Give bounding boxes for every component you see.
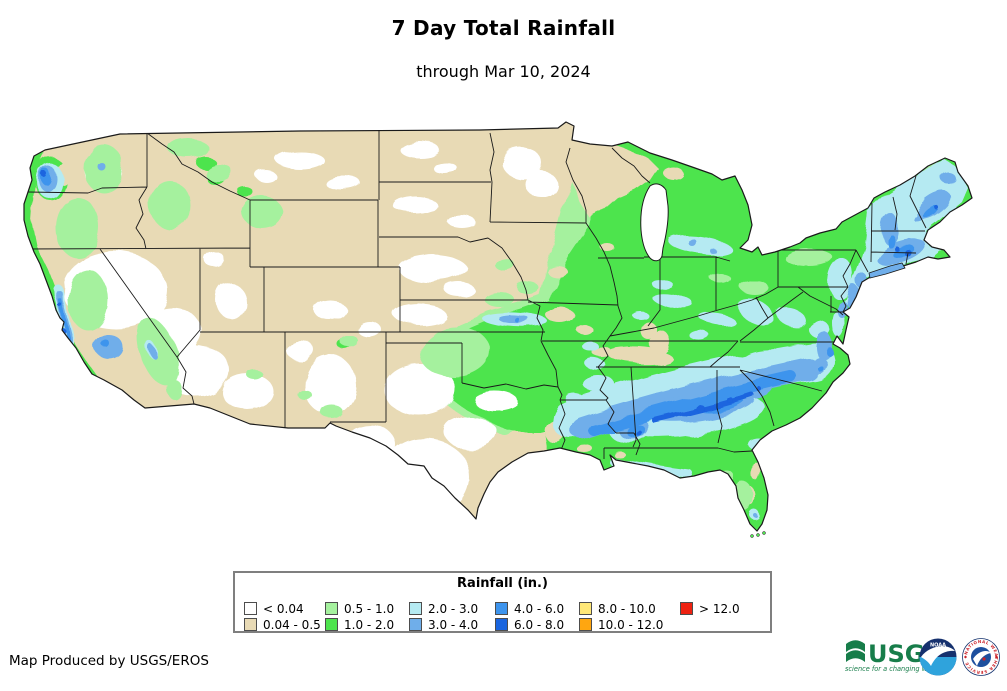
legend-swatch bbox=[409, 618, 422, 631]
legend-item: < 0.04 bbox=[244, 602, 304, 615]
legend-item: 8.0 - 10.0 bbox=[579, 602, 656, 615]
florida-keys bbox=[750, 531, 766, 538]
legend-item: 10.0 - 12.0 bbox=[579, 618, 663, 631]
lake-michigan bbox=[640, 183, 669, 262]
noaa-logo: NOAA bbox=[919, 638, 957, 676]
legend-label: 0.5 - 1.0 bbox=[344, 601, 395, 616]
map-credit: Map Produced by USGS/EROS bbox=[9, 653, 209, 669]
legend-swatch bbox=[244, 618, 257, 631]
legend-label: 3.0 - 4.0 bbox=[428, 617, 479, 632]
legend-item: 3.0 - 4.0 bbox=[409, 618, 478, 631]
legend-item: > 12.0 bbox=[680, 602, 740, 615]
legend-label: 1.0 - 2.0 bbox=[344, 617, 395, 632]
legend-label: 6.0 - 8.0 bbox=[514, 617, 565, 632]
agency-logos: USGS science for a changing world NOAA N… bbox=[845, 638, 1000, 676]
legend-label: > 12.0 bbox=[699, 601, 740, 616]
legend-label: 10.0 - 12.0 bbox=[598, 617, 664, 632]
legend-label: 8.0 - 10.0 bbox=[598, 601, 656, 616]
legend-item: 4.0 - 6.0 bbox=[495, 602, 564, 615]
page-subtitle: through Mar 10, 2024 bbox=[416, 62, 591, 81]
long-island bbox=[868, 262, 906, 279]
legend-label: 0.04 - 0.5 bbox=[263, 617, 321, 632]
legend-swatch bbox=[409, 602, 422, 615]
legend-swatch bbox=[325, 618, 338, 631]
usgs-wave-icon bbox=[846, 640, 865, 652]
legend-swatch bbox=[579, 618, 592, 631]
nws-gull-icon bbox=[973, 651, 991, 666]
legend-swatch bbox=[680, 602, 693, 615]
legend-swatch bbox=[325, 602, 338, 615]
rain-band-0p5-1 bbox=[56, 138, 954, 513]
nws-logo: NATIONAL WEATHER SERVICE bbox=[962, 638, 1000, 676]
legend-swatch bbox=[495, 618, 508, 631]
legend-title: Rainfall (in.) bbox=[457, 576, 548, 591]
legend-item: 1.0 - 2.0 bbox=[325, 618, 394, 631]
legend-item: 6.0 - 8.0 bbox=[495, 618, 564, 631]
svg-text:NOAA: NOAA bbox=[930, 643, 946, 649]
noaa-gull-icon bbox=[921, 646, 955, 666]
legend-swatch bbox=[495, 602, 508, 615]
page-title: 7 Day Total Rainfall bbox=[391, 16, 616, 40]
legend-item: 2.0 - 3.0 bbox=[409, 602, 478, 615]
legend-swatch bbox=[244, 602, 257, 615]
legend-label: < 0.04 bbox=[263, 601, 304, 616]
us-outline bbox=[23, 121, 973, 532]
legend-swatch bbox=[579, 602, 592, 615]
legend-item: 0.04 - 0.5 bbox=[244, 618, 321, 631]
legend-label: 4.0 - 6.0 bbox=[514, 601, 565, 616]
state-borders bbox=[24, 131, 927, 459]
rainfall-raster bbox=[24, 122, 972, 531]
svg-text:science for a changing world: science for a changing world bbox=[845, 665, 941, 673]
legend-label: 2.0 - 3.0 bbox=[428, 601, 479, 616]
legend: Rainfall (in.) < 0.04 0.04 - 0.5 0.5 - 1.0… bbox=[233, 571, 772, 633]
legend-item: 0.5 - 1.0 bbox=[325, 602, 394, 615]
